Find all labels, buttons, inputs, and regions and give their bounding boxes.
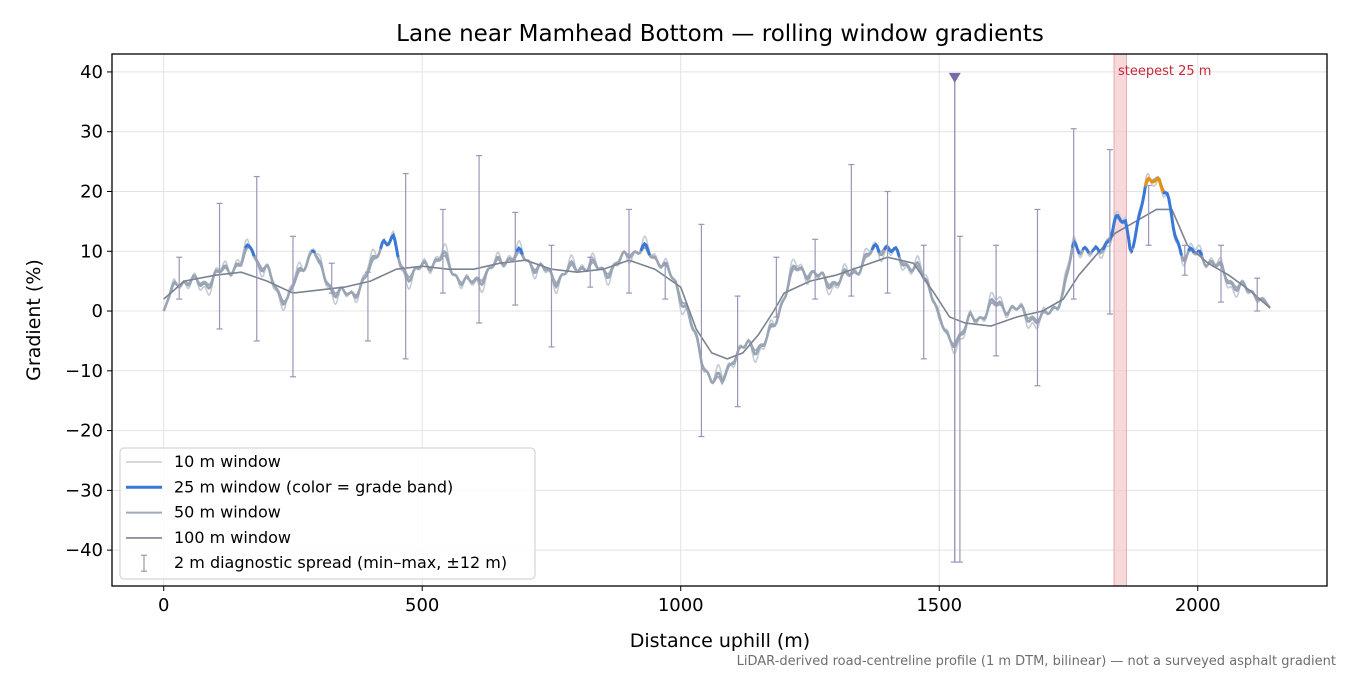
errorbar-23 [1034,208,1041,387]
legend-item-w50: 50 m window [126,503,281,522]
errorbar-17 [812,238,819,300]
x-tick-label-4: 2000 [1175,595,1221,616]
errorbar-22 [993,244,1000,357]
errorbar-2 [253,175,260,342]
errorbar-16 [773,256,780,318]
errorbar-20 [920,244,927,360]
errorbar-5 [364,271,371,342]
grade-band-segment-1 [311,249,316,254]
errorbar-25 [1106,149,1113,315]
y-tick-label-6: 20 [80,181,103,202]
errorbar-14 [698,223,705,438]
legend-item-w25: 25 m window (color = grade band) [126,477,453,496]
x-tick-label-0: 0 [158,595,169,616]
series-25m-window [162,176,1271,385]
x-tick-label-1: 500 [405,595,439,616]
grade-band-segment-7 [891,246,901,258]
series-50m-window [162,175,1271,386]
x-tick-label-2: 1000 [658,595,704,616]
y-tick-label-1: −30 [65,480,103,501]
x-axis-title: Distance uphill (m) [630,630,810,652]
errorbar-0 [176,256,183,300]
errorbar-10 [548,244,555,348]
legend-item-w10: 10 m window [126,452,281,471]
grade-band-segment-10 [1091,244,1101,253]
errorbar-12 [626,208,633,294]
errorbar-9 [512,211,519,306]
y-tick-label-8: 40 [80,62,103,83]
legend-label-w100: 100 m window [174,528,291,547]
grade-band-segment-12 [1131,183,1147,249]
grade-band-segment-11 [1102,213,1134,253]
grade-band-segment-2 [379,232,400,258]
chart-title: Lane near Mamhead Bottom — rolling windo… [396,21,1044,47]
errorbar-1 [216,202,223,330]
errorbar-11 [587,256,594,288]
x-tick-label-3: 1500 [916,595,962,616]
steepest-band-label: steepest 25 m [1118,64,1211,79]
legend: 10 m window 25 m window (color = grade ba… [119,447,536,580]
errorbar-3 [289,235,296,378]
errorbar-29 [1254,277,1261,312]
series-10m-window [162,172,1271,385]
y-tick-label-5: 10 [80,241,103,262]
grade-band-segment-14 [1162,191,1183,256]
grade-band-segment-5 [871,242,881,253]
legend-item-w100: 100 m window [126,528,291,547]
grade-band-segment-4 [639,241,651,256]
series-layer [162,172,1271,386]
y-tick-label-7: 30 [80,122,103,143]
errorbar-19 [884,190,891,294]
errorbar-13 [662,262,669,300]
errorbar-26 [1145,184,1152,246]
grade-band-segment-3 [515,246,524,255]
errorbar-7 [439,208,446,294]
y-tick-label-3: −10 [65,361,103,382]
y-axis-title: Gradient (%) [23,259,45,381]
steepest-band [1113,53,1127,587]
legend-label-w25: 25 m window (color = grade band) [174,477,453,496]
legend-label-w10: 10 m window [174,452,281,471]
annotation-layer: steepest 25 m [948,64,1211,563]
grade-band-segment-13 [1144,176,1166,195]
legend-label-w50: 50 m window [174,503,281,522]
errorbar-24 [1070,128,1077,300]
steepest-band-layer [1113,53,1127,587]
y-tick-label-4: 0 [92,301,103,322]
y-tick-label-2: −20 [65,421,103,442]
errorbar-28 [1218,244,1225,303]
errorbar-18 [848,163,855,297]
plot-frame [111,53,1328,587]
grade-band-segment-0 [244,242,256,257]
errorbar-6 [402,172,409,360]
legend-box [119,447,536,580]
spike-triangle-marker [948,72,961,83]
ticks: 0 500 1000 1500 2000 −40 −30 −20 −10 0 10 20 30 40 [65,62,1221,616]
grade-band-segment-15 [1187,246,1196,253]
errorbar-15 [734,295,741,408]
legend-label-err: 2 m diagnostic spread (min–max, ±12 m) [174,553,507,572]
errorbar-4 [328,262,335,294]
y-tick-label-0: −40 [65,540,103,561]
errorbar-layer [176,128,1261,563]
grade-band-segment-16 [1196,249,1203,256]
errorbar-27 [1181,244,1188,276]
errorbar-8 [476,155,483,324]
caption: LiDAR-derived road-centreline profile (1… [737,654,1336,669]
errorbar-21 [956,235,963,563]
legend-item-err: 2 m diagnostic spread (min–max, ±12 m) [141,553,507,572]
grade-band-segment-9 [1082,245,1090,254]
